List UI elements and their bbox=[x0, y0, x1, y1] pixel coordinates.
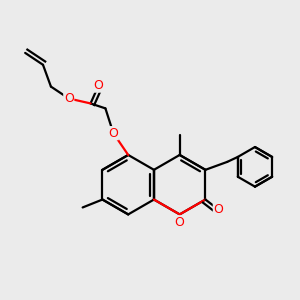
Text: O: O bbox=[175, 216, 184, 229]
Text: O: O bbox=[94, 79, 103, 92]
Text: O: O bbox=[213, 203, 223, 216]
Text: O: O bbox=[64, 92, 74, 105]
Text: O: O bbox=[108, 127, 118, 140]
